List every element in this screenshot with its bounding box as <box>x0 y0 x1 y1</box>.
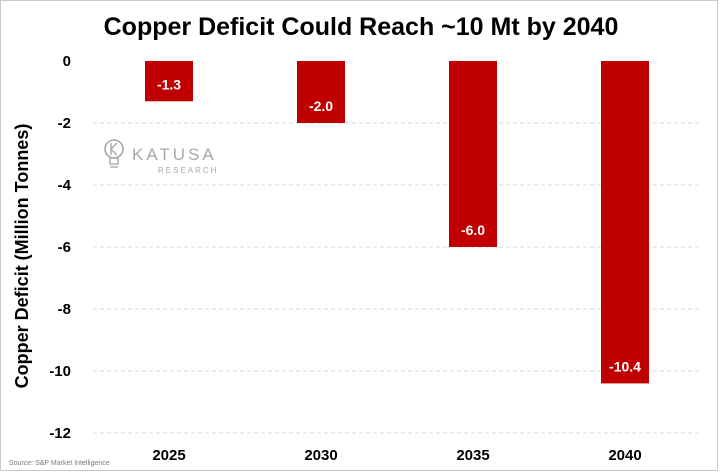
bar-2025 <box>145 61 193 102</box>
y-tick-label: -2 <box>58 115 71 132</box>
x-tick-label-2025: 2025 <box>152 447 185 464</box>
y-tick-label: -6 <box>58 239 71 256</box>
y-tick-label: -4 <box>58 177 72 194</box>
data-label-2025: -1.3 <box>157 76 181 92</box>
gridlines <box>93 122 701 434</box>
bar-2035 <box>449 61 497 247</box>
katusa-research-watermark: KATUSA RESEARCH <box>104 139 218 175</box>
y-tick-label: 0 <box>63 53 71 70</box>
lightbulb-icon <box>104 139 124 168</box>
chart-title: Copper Deficit Could Reach ~10 Mt by 204… <box>103 13 619 41</box>
x-tick-label-2040: 2040 <box>608 447 641 464</box>
x-tick-label-2030: 2030 <box>304 447 337 464</box>
y-tick-label: -10 <box>49 363 71 380</box>
y-axis-label: Copper Deficit (Million Tonnes) <box>12 124 32 389</box>
watermark-sub: RESEARCH <box>158 166 218 175</box>
y-axis-ticks: 0 -2 -4 -6 -8 -10 -12 <box>49 53 71 442</box>
data-label-2040: -10.4 <box>609 358 641 374</box>
y-tick-label: -12 <box>49 425 71 442</box>
bar-2040 <box>601 61 649 384</box>
data-label-2035: -6.0 <box>461 222 485 238</box>
y-tick-label: -8 <box>58 301 71 318</box>
watermark-name: KATUSA <box>132 145 217 164</box>
x-axis-ticks: 2025 2030 2035 2040 <box>152 447 641 464</box>
bars: -1.3 -2.0 -6.0 -10.4 <box>145 61 649 384</box>
x-tick-label-2035: 2035 <box>456 447 489 464</box>
data-label-2030: -2.0 <box>309 98 333 114</box>
source-note: Source: S&P Market Intelligence <box>9 460 110 467</box>
bar-2030 <box>297 61 345 123</box>
